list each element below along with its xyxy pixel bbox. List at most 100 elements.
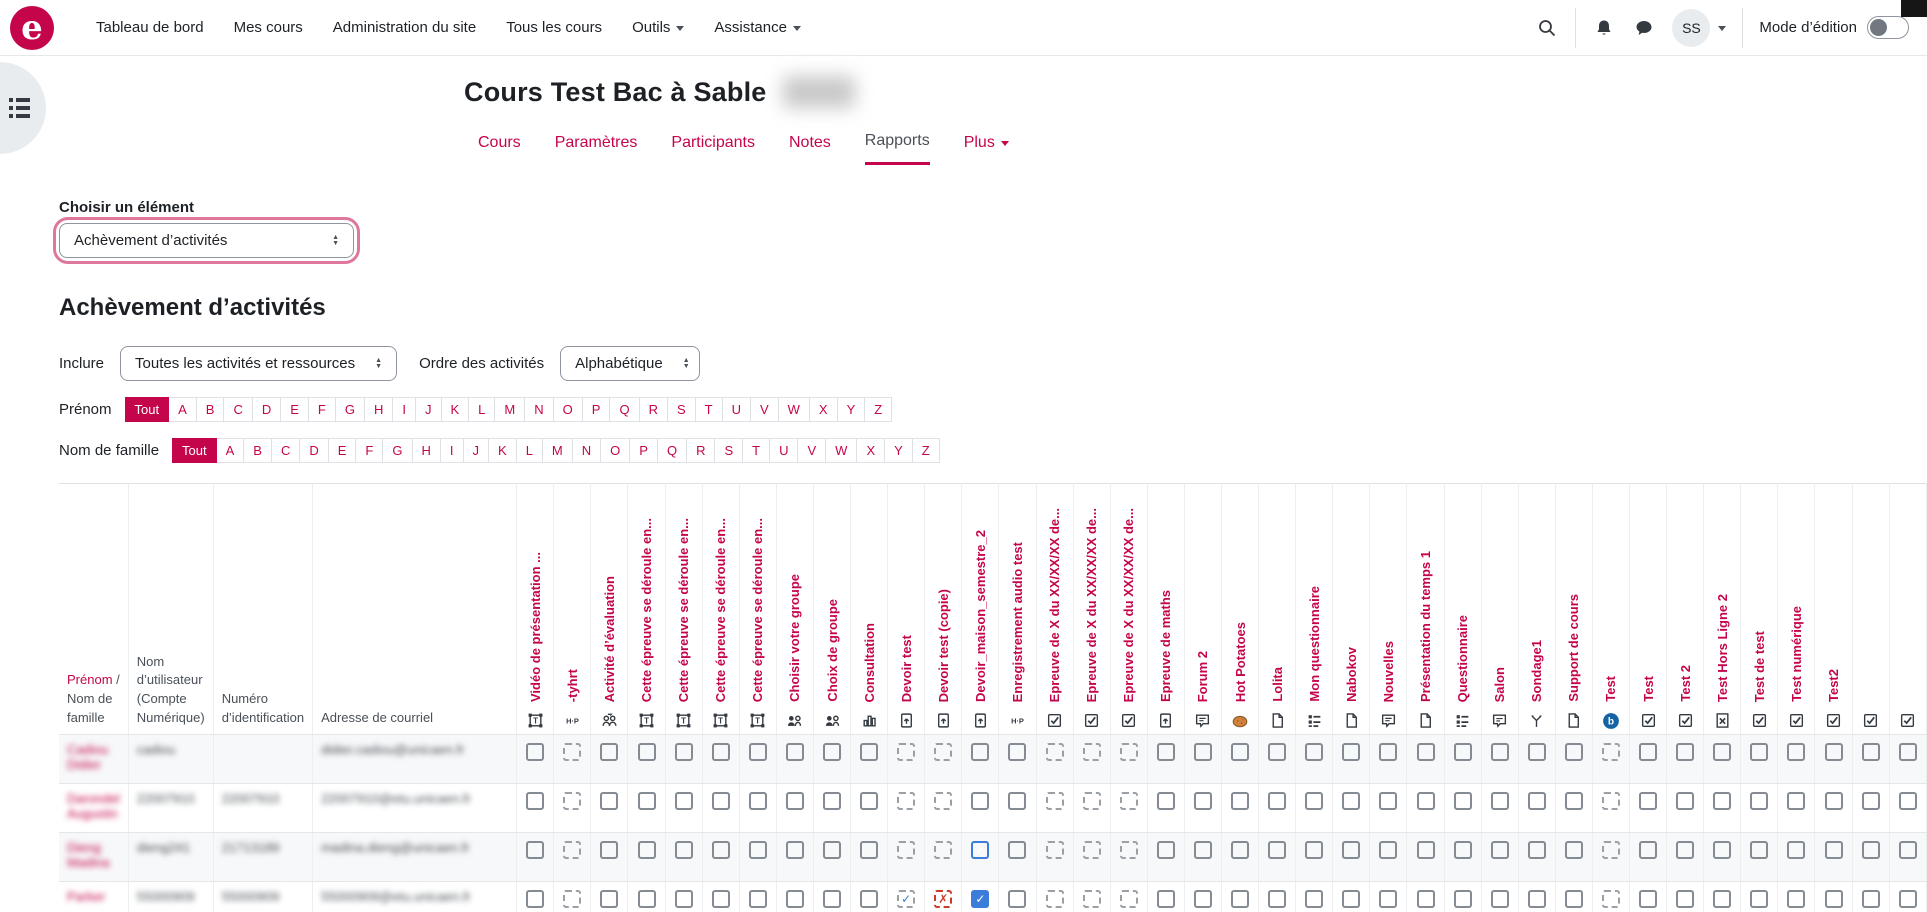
completion-checkbox[interactable] bbox=[1861, 841, 1880, 859]
completion-checkbox[interactable] bbox=[1898, 890, 1917, 908]
letter-filter-P[interactable]: P bbox=[581, 397, 611, 422]
completion-checkbox[interactable] bbox=[563, 841, 582, 859]
completion-checkbox[interactable] bbox=[1156, 792, 1175, 810]
activity-link[interactable]: Test 2 bbox=[1677, 665, 1693, 702]
completion-checkbox[interactable] bbox=[823, 890, 841, 908]
completion-checkbox[interactable] bbox=[1601, 890, 1620, 908]
completion-checkbox[interactable] bbox=[748, 792, 767, 810]
letter-filter-L[interactable]: L bbox=[515, 438, 543, 463]
completion-checkbox[interactable] bbox=[1231, 743, 1250, 761]
completion-checkbox[interactable] bbox=[1268, 792, 1287, 810]
letter-filter-Y[interactable]: Y bbox=[884, 438, 913, 463]
completion-checkbox[interactable] bbox=[600, 792, 619, 810]
completion-checkbox[interactable] bbox=[1453, 841, 1472, 859]
completion-checkbox[interactable] bbox=[600, 743, 619, 761]
nav-dropdown-outils[interactable]: Outils bbox=[632, 19, 685, 36]
completion-checkbox[interactable] bbox=[1342, 890, 1361, 908]
activity-link[interactable]: Lolita bbox=[1269, 667, 1285, 702]
notifications-bell-icon[interactable] bbox=[1592, 16, 1616, 40]
activity-link[interactable]: Consultation bbox=[861, 622, 877, 702]
tab-notes[interactable]: Notes bbox=[789, 132, 831, 165]
completion-checkbox[interactable] bbox=[1787, 792, 1806, 810]
completion-checkbox[interactable] bbox=[785, 743, 804, 761]
letter-filter-F[interactable]: F bbox=[355, 438, 384, 463]
completion-checkbox[interactable] bbox=[1268, 841, 1287, 859]
activity-link[interactable]: Nabokov bbox=[1343, 647, 1359, 702]
letter-filter-U[interactable]: U bbox=[769, 438, 799, 463]
letter-filter-P[interactable]: P bbox=[629, 438, 658, 463]
nav-item-tableau-de-bord[interactable]: Tableau de bord bbox=[96, 19, 204, 36]
completion-checkbox[interactable] bbox=[1193, 841, 1212, 859]
activity-link[interactable]: Devoir test (copie) bbox=[935, 588, 951, 702]
letter-filter-A[interactable]: A bbox=[215, 438, 245, 463]
activity-link[interactable]: Epreuve de maths bbox=[1158, 590, 1174, 702]
completion-checkbox[interactable] bbox=[1601, 792, 1620, 810]
completion-checkbox[interactable] bbox=[526, 890, 545, 908]
completion-checkbox[interactable] bbox=[1008, 890, 1027, 908]
letter-filter-R[interactable]: R bbox=[638, 397, 668, 422]
letter-filter-I[interactable]: I bbox=[392, 397, 416, 422]
report-select[interactable]: Achèvement d’activités ▲ ▼ bbox=[59, 223, 354, 258]
completion-checkbox[interactable] bbox=[1416, 890, 1435, 908]
completion-checkbox[interactable] bbox=[1453, 792, 1472, 810]
completion-checkbox[interactable] bbox=[823, 743, 841, 761]
letter-filter-Q[interactable]: Q bbox=[656, 438, 688, 463]
completion-checkbox[interactable] bbox=[971, 743, 990, 761]
completion-checkbox[interactable]: ✗ bbox=[934, 890, 953, 908]
completion-checkbox[interactable] bbox=[1676, 792, 1695, 810]
completion-checkbox[interactable] bbox=[748, 743, 767, 761]
completion-checkbox[interactable] bbox=[1231, 841, 1250, 859]
letter-filter-R[interactable]: R bbox=[686, 438, 716, 463]
letter-filter-J[interactable]: J bbox=[415, 397, 442, 422]
nav-dropdown-assistance[interactable]: Assistance bbox=[714, 19, 801, 36]
activity-link[interactable]: Epreuve de X du XX/XX/XX de... bbox=[1121, 507, 1137, 702]
completion-checkbox[interactable] bbox=[934, 743, 953, 761]
user-name-link[interactable]: Cadiou Didier bbox=[67, 742, 109, 772]
nav-item-tous-les-cours[interactable]: Tous les cours bbox=[506, 19, 603, 36]
completion-checkbox[interactable] bbox=[1639, 792, 1658, 810]
completion-checkbox[interactable] bbox=[1008, 743, 1027, 761]
completion-checkbox[interactable] bbox=[1045, 841, 1064, 859]
completion-checkbox[interactable] bbox=[674, 792, 693, 810]
completion-checkbox[interactable] bbox=[1713, 841, 1732, 859]
completion-checkbox[interactable] bbox=[1676, 841, 1695, 859]
letter-filter-E[interactable]: E bbox=[327, 438, 357, 463]
completion-checkbox[interactable] bbox=[1045, 792, 1064, 810]
completion-checkbox[interactable] bbox=[1639, 743, 1658, 761]
completion-checkbox[interactable] bbox=[1676, 890, 1695, 908]
activity-link[interactable]: Test2 bbox=[1826, 669, 1842, 702]
completion-checkbox[interactable] bbox=[1639, 841, 1658, 859]
completion-checkbox[interactable] bbox=[711, 743, 730, 761]
completion-checkbox[interactable] bbox=[1861, 890, 1880, 908]
completion-checkbox[interactable] bbox=[1416, 743, 1435, 761]
completion-checkbox[interactable] bbox=[1527, 792, 1546, 810]
completion-checkbox[interactable] bbox=[1416, 841, 1435, 859]
letter-filter-Q[interactable]: Q bbox=[609, 397, 640, 422]
activity-link[interactable]: Choix de groupe bbox=[824, 599, 840, 702]
letter-filter-G[interactable]: G bbox=[382, 438, 413, 463]
completion-checkbox[interactable] bbox=[1305, 743, 1324, 761]
letter-filter-V[interactable]: V bbox=[797, 438, 827, 463]
completion-checkbox[interactable] bbox=[637, 792, 656, 810]
completion-checkbox[interactable] bbox=[897, 841, 916, 859]
completion-checkbox[interactable] bbox=[526, 743, 545, 761]
completion-checkbox[interactable] bbox=[711, 792, 730, 810]
completion-checkbox[interactable]: ✓ bbox=[971, 890, 990, 908]
completion-checkbox[interactable] bbox=[860, 890, 879, 908]
activity-link[interactable]: Epreuve de X du XX/XX/XX de... bbox=[1047, 507, 1063, 702]
order-select[interactable]: Alphabétique ▲ ▼ bbox=[560, 346, 701, 381]
nav-item-mes-cours[interactable]: Mes cours bbox=[233, 19, 303, 36]
letter-filter-Z[interactable]: Z bbox=[864, 397, 893, 422]
completion-checkbox[interactable] bbox=[1379, 841, 1398, 859]
completion-checkbox[interactable] bbox=[1193, 743, 1212, 761]
completion-checkbox[interactable] bbox=[1008, 792, 1027, 810]
completion-checkbox[interactable] bbox=[1713, 743, 1732, 761]
tab-rapports[interactable]: Rapports bbox=[864, 132, 930, 165]
letter-filter-A[interactable]: A bbox=[168, 397, 197, 422]
letter-filter-U[interactable]: U bbox=[721, 397, 751, 422]
completion-checkbox[interactable] bbox=[1082, 792, 1101, 810]
completion-checkbox[interactable] bbox=[1268, 890, 1287, 908]
include-select[interactable]: Toutes les activités et ressources ▲ ▼ bbox=[120, 346, 398, 381]
completion-checkbox[interactable] bbox=[526, 841, 545, 859]
completion-checkbox[interactable] bbox=[1082, 841, 1101, 859]
